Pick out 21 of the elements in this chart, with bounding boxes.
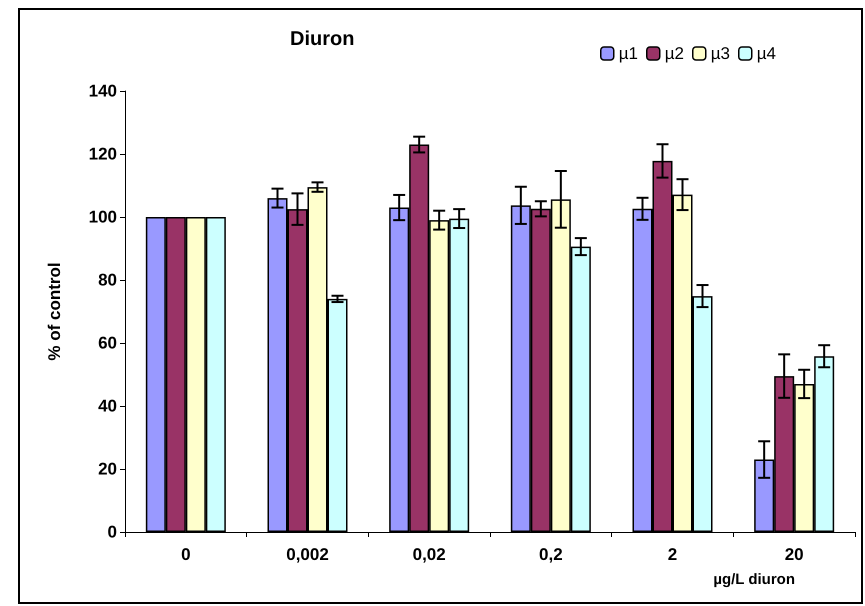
legend-label: µ2 (664, 44, 684, 63)
x-tick-label: 0,02 (412, 545, 446, 564)
legend-label: µ3 (710, 44, 730, 63)
legend-label: µ4 (756, 44, 776, 63)
y-tick-label: 40 (98, 396, 117, 416)
y-tick-label: 0 (108, 522, 117, 542)
y-tick-label: 140 (88, 82, 117, 100)
y-tick-label: 20 (98, 460, 117, 478)
x-axis-title: µg/L diuron (713, 571, 795, 588)
y-tick-label: 100 (88, 208, 117, 226)
legend-label: µ1 (618, 44, 638, 63)
y-tick-label: 60 (98, 334, 117, 352)
y-axis-title: % of control (45, 262, 64, 361)
x-tick-label: 0,2 (539, 545, 563, 564)
x-tick-label: 2 (668, 545, 678, 564)
chart-title: Diuron (290, 28, 354, 50)
y-tick-label: 80 (98, 270, 117, 290)
x-tick-label: 0,002 (286, 545, 329, 564)
y-tick-label: 120 (88, 144, 117, 164)
x-tick-label: 0 (181, 545, 191, 564)
x-tick-label: 20 (784, 545, 804, 564)
